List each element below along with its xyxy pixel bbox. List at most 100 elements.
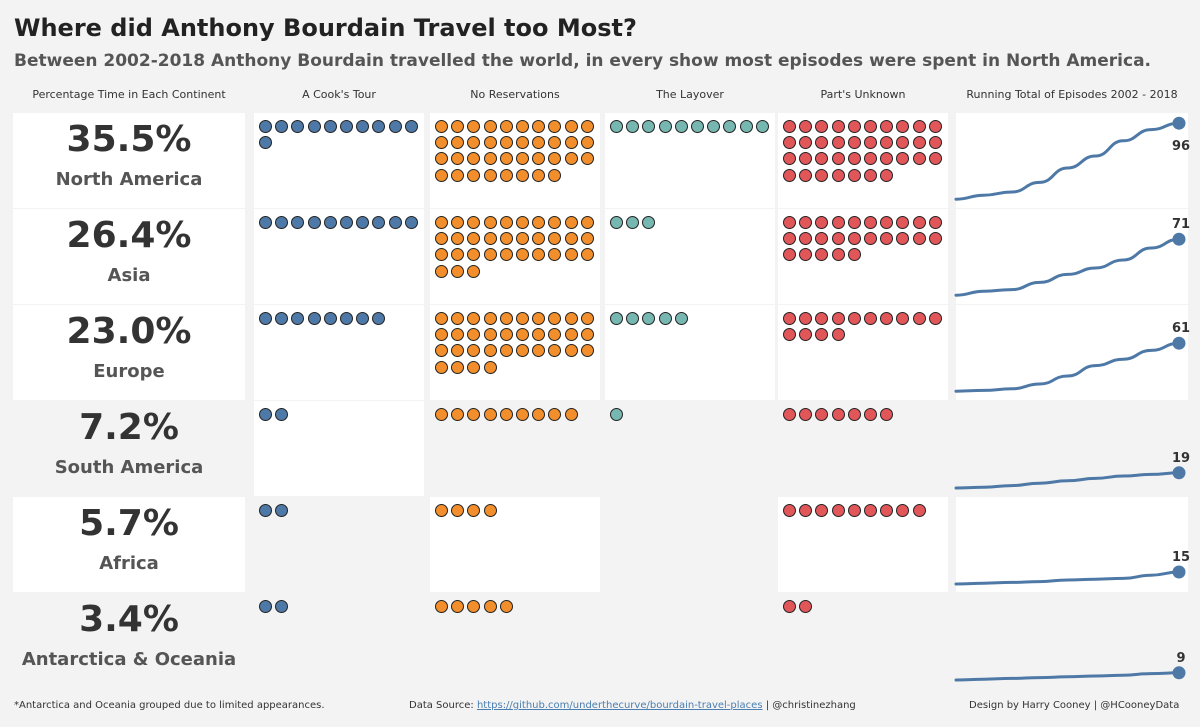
episode-dot	[564, 232, 578, 246]
episode-dot	[912, 136, 926, 150]
episode-dot	[548, 152, 562, 166]
running-total-end-label: 15	[1172, 550, 1190, 565]
row-band-north-america	[13, 113, 245, 208]
episode-dot	[516, 328, 529, 342]
episode-dot	[674, 312, 688, 325]
episode-dot	[499, 136, 513, 150]
episode-dot	[275, 312, 289, 325]
episode-dot	[815, 216, 829, 229]
running-total-band	[956, 209, 1188, 304]
episode-dot	[831, 408, 845, 421]
episode-dot	[516, 168, 529, 182]
episode-dot	[626, 216, 640, 229]
episode-dot	[483, 312, 497, 325]
episode-dot	[467, 312, 481, 325]
continent-label: North America	[55, 169, 203, 190]
episode-dot	[799, 136, 813, 150]
episode-dot	[483, 504, 497, 517]
episode-dot	[880, 120, 894, 133]
episode-dot	[880, 312, 894, 325]
episode-dot	[548, 344, 562, 358]
footer-note: *Antarctica and Oceania grouped due to l…	[14, 700, 325, 711]
running-total-end-point	[1172, 116, 1186, 130]
running-total-end-label: 71	[1172, 217, 1190, 232]
episode-dot	[896, 504, 910, 517]
continent-label: South America	[54, 457, 204, 478]
column-header-cooks-tour: A Cook's Tour	[302, 88, 376, 101]
episode-dot	[516, 120, 529, 133]
episode-dot	[435, 344, 448, 358]
episode-dot	[739, 120, 753, 133]
episode-dot	[880, 408, 894, 421]
episode-dot	[467, 168, 481, 182]
episode-dot	[831, 328, 845, 342]
episode-dot	[864, 152, 877, 166]
episode-dot	[467, 504, 481, 517]
episode-dot	[580, 216, 594, 229]
episode-dot	[928, 120, 942, 133]
episode-dot	[451, 232, 465, 246]
episode-dot	[707, 120, 721, 133]
episode-dot	[532, 120, 546, 133]
episode-dot	[483, 328, 497, 342]
episode-dot	[783, 504, 796, 517]
episode-dot	[799, 216, 813, 229]
episode-dot	[674, 120, 688, 133]
episode-dot	[499, 600, 513, 613]
row-band-asia	[13, 209, 245, 304]
episode-dot	[467, 328, 481, 342]
episode-dot	[580, 328, 594, 342]
running-total-end-point	[1172, 336, 1186, 350]
continent-label: Africa	[99, 553, 159, 574]
episode-dot	[356, 312, 370, 325]
episode-dot	[372, 216, 386, 229]
episode-dot	[815, 328, 829, 342]
episode-dot	[831, 232, 845, 246]
episode-dot	[483, 248, 497, 262]
episode-dot	[912, 312, 926, 325]
episode-dot	[815, 120, 829, 133]
episode-dot	[831, 504, 845, 517]
episode-dot	[799, 504, 813, 517]
episode-dot	[928, 232, 942, 246]
episode-dot	[815, 152, 829, 166]
episode-dot	[467, 120, 481, 133]
episode-dot	[483, 408, 497, 421]
episode-dot	[610, 408, 623, 421]
episode-dot	[499, 168, 513, 182]
episode-dot	[516, 136, 529, 150]
episode-dot	[451, 600, 465, 613]
episode-dot	[259, 408, 272, 421]
episode-dot	[307, 312, 321, 325]
episode-dot	[516, 312, 529, 325]
episode-dot	[564, 248, 578, 262]
episode-dot	[799, 312, 813, 325]
episode-dot	[516, 248, 529, 262]
episode-dot	[831, 136, 845, 150]
episode-dot	[564, 120, 578, 133]
episode-dot	[435, 360, 448, 374]
episode-dot	[483, 344, 497, 358]
episode-dot	[451, 168, 465, 182]
episode-dot	[532, 312, 546, 325]
running-total-end-point	[1172, 232, 1186, 246]
episode-dot	[831, 168, 845, 182]
source-link[interactable]: https://github.com/underthecurve/bourdai…	[476, 700, 763, 711]
episode-dot	[532, 152, 546, 166]
episode-dot	[451, 504, 465, 517]
episode-dot	[499, 120, 513, 133]
episode-dot	[532, 168, 546, 182]
continent-label: Antarctica & Oceania	[21, 649, 237, 670]
episode-dot	[483, 600, 497, 613]
episode-dot	[483, 232, 497, 246]
episode-dot	[864, 216, 877, 229]
episode-dot	[580, 120, 594, 133]
episode-dot	[626, 312, 640, 325]
episode-dot	[783, 408, 796, 421]
episode-dot	[307, 216, 321, 229]
episode-dot	[928, 216, 942, 229]
episode-dot	[499, 312, 513, 325]
episode-dot	[864, 232, 877, 246]
episode-dot	[516, 344, 529, 358]
episode-dot	[532, 248, 546, 262]
